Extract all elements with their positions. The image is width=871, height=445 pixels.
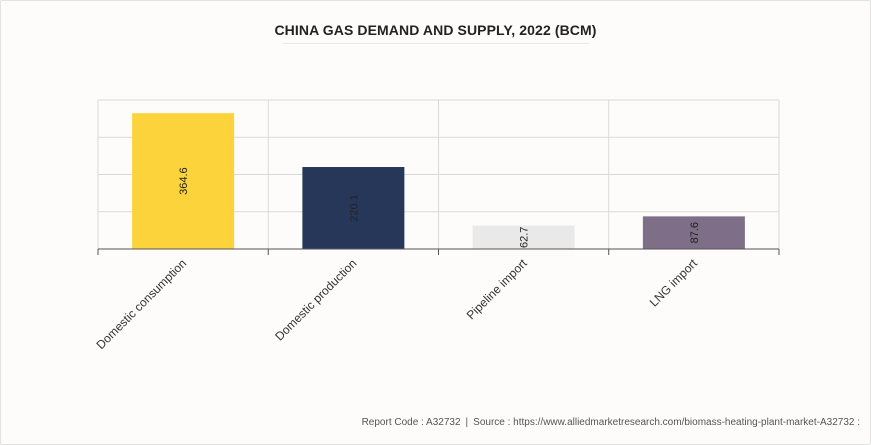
chart-title: CHINA GAS DEMAND AND SUPPLY, 2022 (BCM) <box>274 22 597 38</box>
bar-0 <box>132 113 235 250</box>
x-tick-label-1: Domestic production <box>272 256 359 343</box>
bar-value-label-0: 364.6 <box>178 167 190 195</box>
footer-separator: | <box>465 417 469 428</box>
x-tick-label-0: Domestic consumption <box>94 256 190 352</box>
title-underline <box>282 43 590 44</box>
x-tick-label-2: Pipeline import <box>464 256 530 322</box>
report-code: Report Code : A32732 <box>361 417 461 428</box>
bar-3 <box>642 216 745 249</box>
source-text: Source : https://www.alliedmarketresearc… <box>473 417 860 428</box>
footer: Report Code : A32732 | Source : https://ww… <box>362 417 860 428</box>
bar-value-label-3: 87.6 <box>689 222 701 243</box>
bar-2 <box>472 225 575 249</box>
bar-1 <box>302 167 405 249</box>
x-tick-label-3: LNG import <box>647 256 701 310</box>
bar-value-label-1: 220.1 <box>348 194 360 222</box>
bar-value-label-2: 62.7 <box>519 227 531 248</box>
